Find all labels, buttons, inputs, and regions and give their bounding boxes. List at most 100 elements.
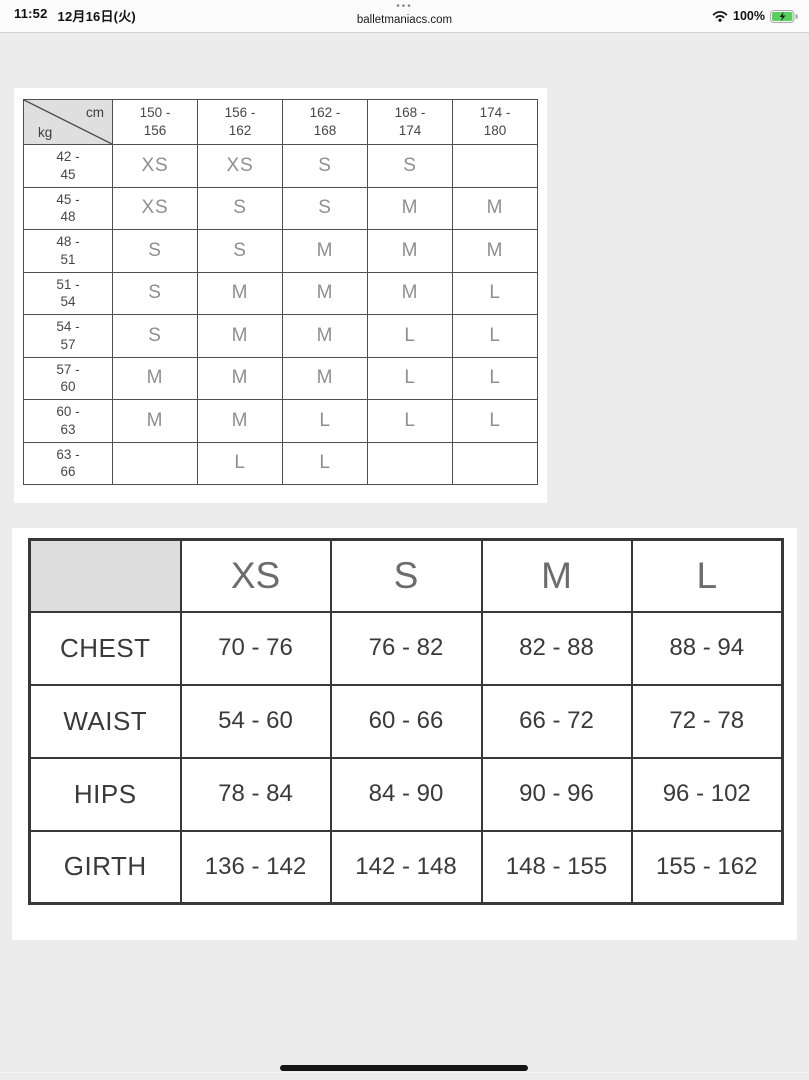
wifi-icon	[712, 11, 728, 22]
url-label[interactable]: balletmaniacs.com	[356, 14, 453, 26]
table-row: 60 - 63 M M L L L	[23, 399, 538, 443]
size-cell	[112, 441, 198, 485]
weight-range-label: 51 - 54	[23, 271, 113, 315]
weight-range-label: 60 - 63	[23, 399, 113, 443]
size-cell: L	[452, 271, 538, 315]
size-cell: M	[282, 356, 368, 400]
size-cell: XS	[197, 144, 283, 188]
size-cell: L	[197, 441, 283, 485]
size-cell: S	[282, 186, 368, 230]
measurement-value: 76 - 82	[329, 610, 483, 686]
url-bar[interactable]: ••• balletmaniacs.com	[356, 1, 453, 27]
table-row: 57 - 60 M M M L L	[23, 356, 538, 400]
measurement-value: 142 - 148	[329, 829, 483, 905]
measurement-value: 148 - 155	[480, 829, 633, 905]
size-cell: L	[367, 314, 453, 358]
size-cell: M	[452, 186, 538, 230]
size-cell: S	[367, 144, 453, 188]
size-header: L	[630, 538, 784, 613]
size-conversion-card: cm kg 150 - 156 156 - 162 162 - 168 168 …	[14, 88, 547, 503]
table-row: 42 - 45 XS XS S S	[23, 144, 538, 188]
measurement-value: 60 - 66	[329, 683, 483, 759]
measurement-value: 155 - 162	[630, 829, 784, 905]
size-cell: M	[282, 229, 368, 273]
measurement-value: 136 - 142	[179, 829, 332, 905]
size-cell: S	[197, 229, 283, 273]
size-cell: M	[367, 186, 453, 230]
tab-dots-icon[interactable]: •••	[396, 1, 413, 12]
measurement-value: 66 - 72	[480, 683, 633, 759]
size-cell: XS	[112, 144, 198, 188]
size-cell: L	[452, 399, 538, 443]
height-range-header: 156 - 162	[197, 99, 283, 145]
size-cell: L	[452, 314, 538, 358]
status-bar: 11:52 12月16日(火) ••• balletmaniacs.com 10…	[0, 0, 809, 33]
corner-cell	[28, 538, 182, 613]
height-range-header: 150 - 156	[112, 99, 198, 145]
weight-range-label: 48 - 51	[23, 229, 113, 273]
size-cell: M	[367, 271, 453, 315]
corner-cell: cm kg	[23, 99, 113, 145]
measurement-card: XS S M L CHEST 70 - 76 76 - 82 82 - 88 8…	[12, 528, 797, 940]
measurement-value: 70 - 76	[179, 610, 332, 686]
size-cell: M	[197, 271, 283, 315]
battery-charging-icon	[770, 9, 798, 23]
home-indicator[interactable]	[280, 1065, 528, 1071]
height-range-header: 168 - 174	[367, 99, 453, 145]
size-cell: L	[367, 399, 453, 443]
height-weight-table: cm kg 150 - 156 156 - 162 162 - 168 168 …	[23, 99, 538, 485]
size-cell: M	[197, 356, 283, 400]
size-cell: S	[112, 314, 198, 358]
height-range-header: 174 - 180	[452, 99, 538, 145]
status-right: 100%	[712, 6, 798, 26]
measurement-value: 90 - 96	[480, 756, 633, 832]
status-left: 11:52 12月16日(火)	[14, 6, 136, 25]
height-range-header: 162 - 168	[282, 99, 368, 145]
size-cell: M	[197, 314, 283, 358]
measurement-table: XS S M L CHEST 70 - 76 76 - 82 82 - 88 8…	[28, 538, 784, 905]
diagonal-divider	[24, 100, 112, 144]
size-cell: S	[112, 229, 198, 273]
size-cell: L	[282, 441, 368, 485]
table-header-row: XS S M L	[28, 538, 784, 613]
size-cell: M	[112, 399, 198, 443]
date-label: 12月16日(火)	[57, 9, 136, 24]
size-cell: XS	[112, 186, 198, 230]
size-cell	[452, 144, 538, 188]
table-row: 54 - 57 S M M L L	[23, 314, 538, 358]
measurement-value: 54 - 60	[179, 683, 332, 759]
measurement-value: 78 - 84	[179, 756, 332, 832]
measurement-label: GIRTH	[28, 829, 182, 905]
table-row: WAIST 54 - 60 60 - 66 66 - 72 72 - 78	[28, 683, 784, 759]
size-cell: L	[367, 356, 453, 400]
size-cell: M	[282, 271, 368, 315]
size-header: M	[480, 538, 633, 613]
weight-range-label: 57 - 60	[23, 356, 113, 400]
measurement-label: WAIST	[28, 683, 182, 759]
size-cell: S	[282, 144, 368, 188]
size-cell	[367, 441, 453, 485]
table-row: GIRTH 136 - 142 142 - 148 148 - 155 155 …	[28, 829, 784, 905]
unit-cm-label: cm	[86, 105, 104, 120]
unit-kg-label: kg	[38, 125, 53, 140]
time-label: 11:52	[14, 6, 48, 21]
size-cell: M	[282, 314, 368, 358]
measurement-label: CHEST	[28, 610, 182, 686]
table-row: HIPS 78 - 84 84 - 90 90 - 96 96 - 102	[28, 756, 784, 832]
weight-range-label: 42 - 45	[23, 144, 113, 188]
bottom-divider	[0, 1072, 809, 1073]
size-header: XS	[179, 538, 332, 613]
weight-range-label: 45 - 48	[23, 186, 113, 230]
battery-percent: 100%	[733, 9, 765, 23]
measurement-value: 96 - 102	[630, 756, 784, 832]
table-row: 63 - 66 L L	[23, 441, 538, 485]
size-cell: M	[197, 399, 283, 443]
size-cell: L	[282, 399, 368, 443]
size-cell: M	[367, 229, 453, 273]
size-cell	[452, 441, 538, 485]
size-cell: S	[197, 186, 283, 230]
measurement-value: 82 - 88	[480, 610, 633, 686]
size-cell: L	[452, 356, 538, 400]
size-cell: M	[452, 229, 538, 273]
measurement-value: 84 - 90	[329, 756, 483, 832]
